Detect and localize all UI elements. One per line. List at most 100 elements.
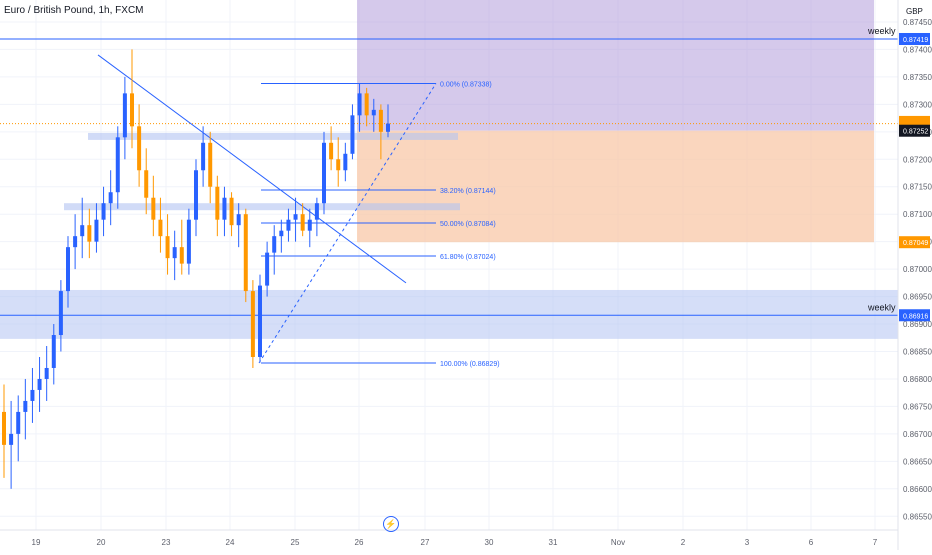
candle-body [80, 225, 85, 237]
candle-body [371, 109, 376, 116]
candle-body [101, 203, 106, 220]
candle-body [58, 291, 63, 336]
fib-label: 61.80% (0.87024) [440, 254, 496, 261]
y-tick-label: 0.87100 [903, 210, 932, 219]
candle-body [137, 126, 142, 171]
candle-body [300, 214, 305, 231]
candle-body [44, 367, 49, 379]
y-tick-label: 0.86650 [903, 457, 932, 466]
y-tick-label: 0.87200 [903, 155, 932, 164]
candle-body [229, 197, 234, 226]
x-tick-label: 24 [226, 538, 235, 547]
candle-body [350, 115, 355, 154]
candle-body [9, 433, 14, 445]
candle-body [279, 230, 284, 237]
candle-body [265, 252, 270, 286]
x-tick-label: 27 [421, 538, 430, 547]
candle-body [336, 159, 341, 171]
candle-body [122, 93, 127, 138]
candle-body [130, 93, 134, 127]
candle-body [2, 411, 6, 445]
candle-body [286, 219, 291, 231]
candle-body [23, 400, 28, 412]
y-tick-label: 0.87300 [903, 100, 932, 109]
price-tag [899, 32, 930, 45]
candle-body [314, 203, 319, 220]
lightning-icon[interactable]: ⚡ [383, 516, 399, 532]
y-tick-label: 0.86600 [903, 485, 932, 494]
price-tag-label: 0.87252 [903, 129, 928, 136]
candle-body [158, 219, 163, 237]
candle-body [151, 197, 156, 220]
x-tick-label: 23 [162, 538, 171, 547]
candle-body [386, 123, 390, 132]
x-tick-label: 31 [549, 538, 558, 547]
candle-body [73, 236, 78, 248]
candle-body [272, 236, 277, 253]
y-tick-label: 0.86850 [903, 348, 932, 357]
x-tick-label: 25 [291, 538, 300, 547]
candle-body [201, 142, 206, 171]
price-tag [899, 124, 930, 137]
fib-label: 38.20% (0.87144) [440, 188, 496, 195]
candle-body [194, 170, 198, 220]
y-tick-label: 0.86950 [903, 293, 932, 302]
y-tick-label: 0.87350 [903, 73, 932, 82]
stop-zone [357, 130, 874, 243]
price-tag [899, 309, 930, 322]
x-tick-label: Nov [611, 538, 625, 547]
weekly-zone [0, 289, 898, 339]
candle-body [16, 411, 21, 434]
x-tick-label: 20 [97, 538, 106, 547]
trendline [97, 54, 407, 284]
candle-body [293, 214, 298, 220]
y-tick-label: 0.86800 [903, 375, 932, 384]
candle-body [215, 186, 220, 220]
candle-body [51, 335, 56, 368]
x-tick-label: 6 [809, 538, 814, 547]
candle-body [179, 247, 184, 264]
candle-body [322, 142, 326, 204]
candle-body [307, 219, 312, 231]
candle-body [108, 192, 113, 204]
fib-label: 0.00% (0.87338) [440, 81, 492, 88]
candle-body [343, 153, 348, 171]
candle-body [243, 214, 248, 292]
y-tick-label: 0.87400 [903, 45, 932, 54]
currency-label: GBP [906, 7, 923, 16]
candle-body [222, 197, 227, 220]
x-tick-label: 26 [355, 538, 364, 547]
fib-label: 100.00% (0.86829) [440, 361, 500, 368]
candle-body [66, 247, 70, 292]
resistance-zone [64, 203, 460, 211]
y-tick-label: 0.86900 [903, 320, 932, 329]
weekly-label: weekly [867, 26, 896, 36]
candle-body [258, 285, 262, 357]
candle-body [172, 247, 177, 259]
x-tick-label: 19 [32, 538, 41, 547]
candle-body [357, 93, 362, 116]
weekly-label: weekly [867, 302, 896, 312]
y-tick-label: 0.86750 [903, 402, 932, 411]
candle-body [236, 214, 241, 226]
candle-body [165, 236, 170, 259]
candle-body [94, 219, 99, 242]
candle-body [250, 291, 255, 357]
resistance-zone [88, 132, 458, 140]
x-tick-label: 3 [745, 538, 750, 547]
y-tick-label: 0.87150 [903, 183, 932, 192]
x-tick-label: 2 [681, 538, 686, 547]
price-tag [899, 236, 930, 249]
y-tick-label: 0.87000 [903, 265, 932, 274]
price-tag-label: 0.86916 [903, 313, 928, 320]
x-tick-label: 30 [485, 538, 494, 547]
x-tick-label: 7 [873, 538, 878, 547]
candle-body [364, 93, 369, 116]
y-tick-label: 0.87450 [903, 18, 932, 27]
candle-body [186, 219, 191, 264]
price-tag-label: 0.87419 [903, 37, 928, 44]
candle-body [115, 137, 120, 193]
candle-body [378, 109, 383, 132]
